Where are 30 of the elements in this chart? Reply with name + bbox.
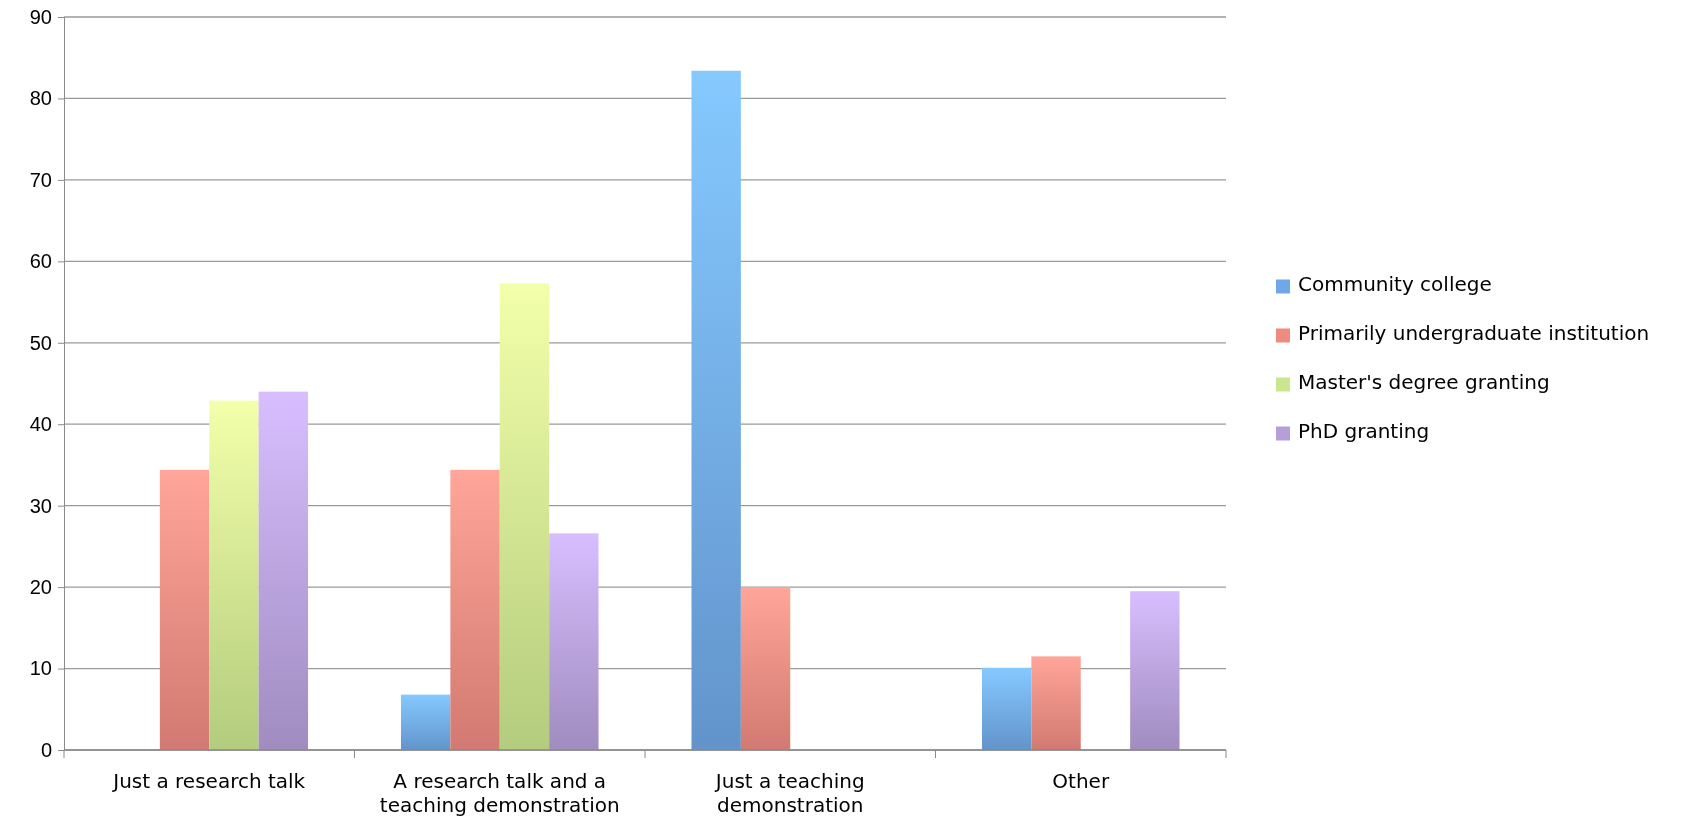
y-tick-label: 30 [29,494,52,517]
y-tick-label: 0 [40,738,52,761]
bar [209,400,259,750]
legend-label: Primarily undergraduate institution [1298,320,1650,345]
bar [549,533,599,750]
bar [740,587,791,750]
bar [981,667,1032,750]
bar [499,283,550,750]
bar [1130,591,1180,750]
bar [1031,656,1081,750]
legend-label: Master's degree granting [1298,369,1550,394]
bar [691,70,741,750]
y-tick-label: 50 [29,331,52,354]
legend-label: Community college [1298,271,1492,296]
y-tick-label: 60 [29,250,52,273]
bar [450,469,500,750]
legend-label: PhD granting [1298,418,1430,443]
y-tick-label: 10 [29,657,52,680]
x-tick-label: Just a research talk [111,769,306,793]
x-tick-label: Just a teaching demonstration [713,769,865,817]
bar [400,694,451,750]
y-tick-label: 40 [29,413,52,436]
bar [258,391,309,750]
x-tick-label: A research talk and a teaching demonstration [379,769,620,817]
y-tick-label: 20 [29,576,52,599]
bar [159,469,210,750]
y-tick-label: 90 [29,5,52,28]
x-tick-label: Other [1052,769,1110,793]
y-tick-label: 80 [29,87,52,110]
y-tick-label: 70 [29,168,52,191]
